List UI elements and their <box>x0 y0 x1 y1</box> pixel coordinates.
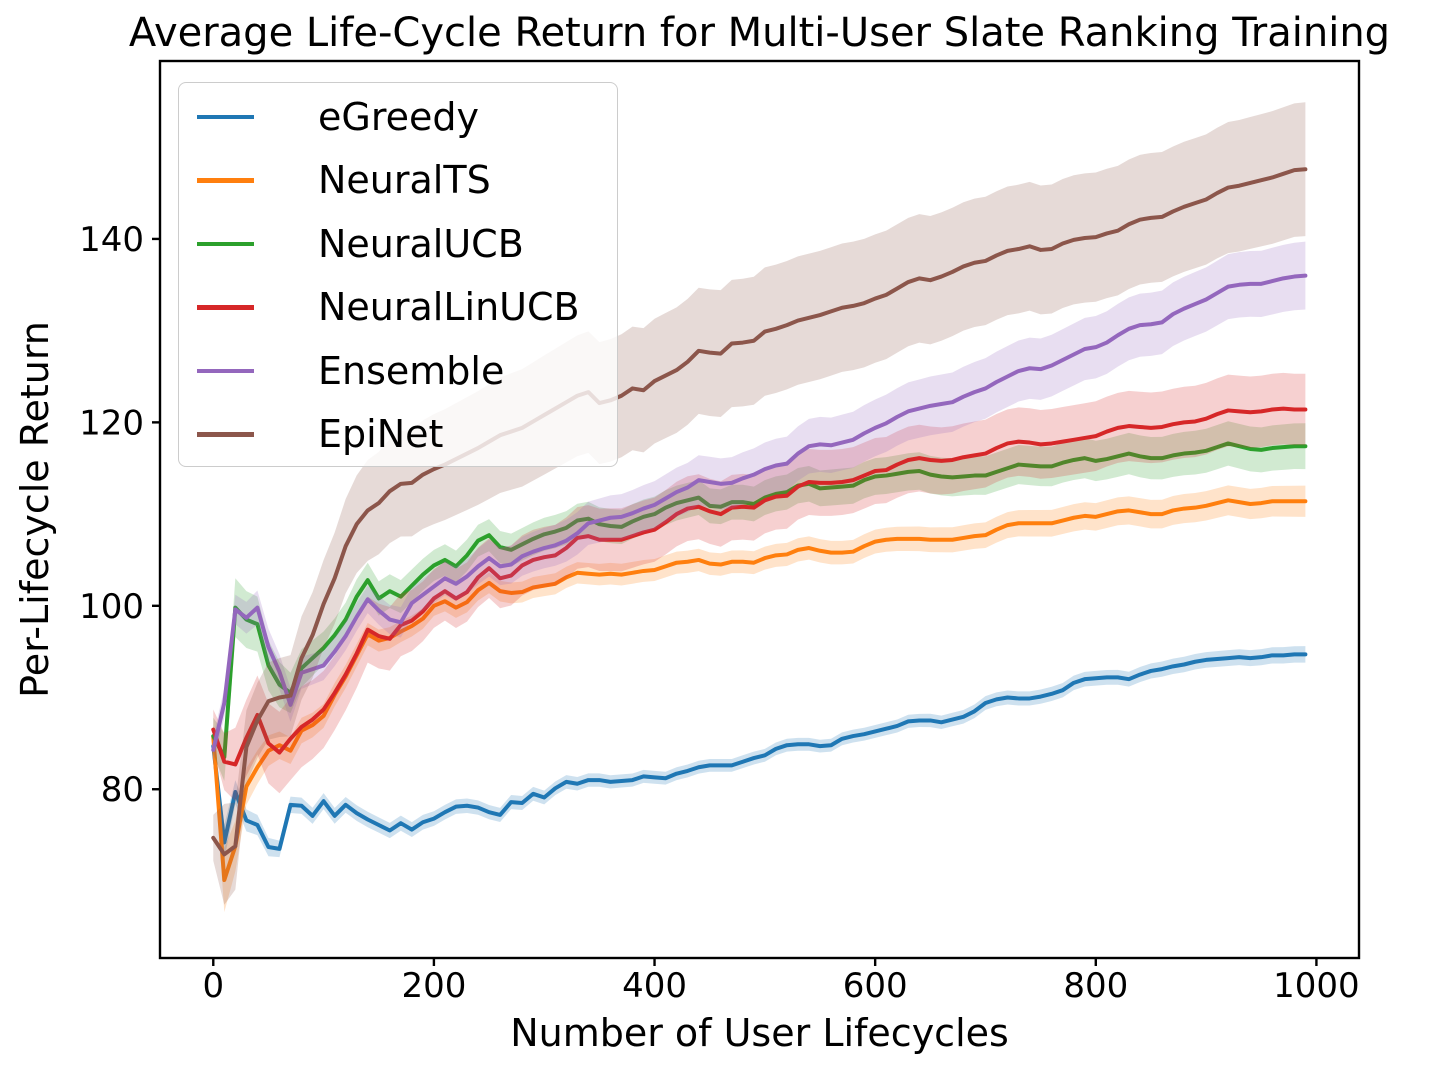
legend-label: NeuralLinUCB <box>318 285 580 330</box>
legend-line-swatch <box>197 368 254 373</box>
series-band-EpiNet <box>213 102 1306 905</box>
legend-item-NeuralLinUCB: NeuralLinUCB <box>179 276 617 340</box>
legend-line-swatch <box>197 305 254 310</box>
legend-line-swatch <box>197 114 254 119</box>
legend-item-NeuralUCB: NeuralUCB <box>179 212 617 276</box>
legend-line-swatch <box>197 241 254 246</box>
axes-spines <box>158 59 1361 960</box>
series-line-NeuralUCB <box>211 441 1308 760</box>
y-tick-label: 100 <box>79 587 144 627</box>
chart-title: Average Life-Cycle Return for Multi-User… <box>129 10 1390 56</box>
series-band-NeuralTS <box>213 485 1306 913</box>
x-tick-label: 1000 <box>1273 966 1360 1006</box>
x-tick-label: 200 <box>401 966 466 1006</box>
y-tick-label: 80 <box>101 770 144 810</box>
series-line-Ensemble <box>211 273 1308 752</box>
legend-line-swatch <box>197 178 254 183</box>
legend-item-NeuralTS: NeuralTS <box>179 149 617 213</box>
series-band-NeuralUCB <box>213 421 1306 781</box>
legend-label: eGreedy <box>318 94 479 139</box>
y-tick-label: 120 <box>79 403 144 443</box>
x-tick-label: 600 <box>843 966 908 1006</box>
x-tick-label: 400 <box>622 966 687 1006</box>
series-line-eGreedy <box>211 652 1308 851</box>
legend-item-Ensemble: Ensemble <box>179 339 617 403</box>
legend-line-swatch <box>197 432 254 437</box>
y-axis-label: Per-Lifecycle Return <box>13 321 57 698</box>
legend-label: NeuralTS <box>318 158 491 203</box>
legend-label: Ensemble <box>318 348 505 393</box>
series-band-Ensemble <box>213 241 1306 764</box>
legend-item-eGreedy: eGreedy <box>179 85 617 149</box>
x-tick-label: 0 <box>202 966 224 1006</box>
series-line-NeuralLinUCB <box>211 406 1308 767</box>
x-tick-label: 800 <box>1063 966 1128 1006</box>
legend: eGreedy NeuralTS NeuralUCB NeuralLinUCB Ense… <box>178 82 618 467</box>
x-axis-label: Number of User Lifecycles <box>510 1011 1009 1055</box>
legend-label: NeuralUCB <box>318 221 524 266</box>
legend-label: EpiNet <box>318 412 444 457</box>
series-line-EpiNet <box>211 167 1308 857</box>
legend-item-EpiNet: EpiNet <box>179 403 617 467</box>
y-tick-label: 140 <box>79 220 144 260</box>
